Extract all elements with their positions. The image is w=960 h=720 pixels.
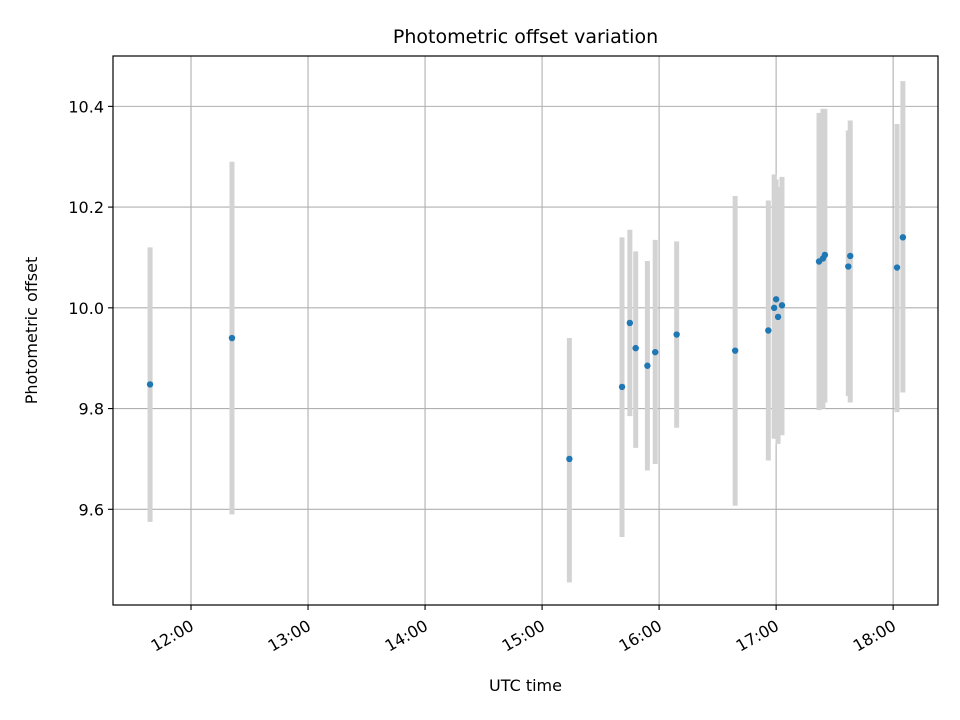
data-point <box>731 347 739 354</box>
y-tick-label: 9.6 <box>79 500 104 519</box>
data-point <box>778 302 786 309</box>
data-point <box>770 304 778 312</box>
data-point <box>774 313 782 321</box>
data-point <box>765 327 772 334</box>
data-point <box>772 296 780 303</box>
data-point <box>845 263 852 270</box>
data-point <box>899 234 907 241</box>
data-point <box>228 334 236 342</box>
y-tick-label: 9.8 <box>79 400 104 419</box>
data-point <box>644 362 651 369</box>
data-point <box>673 331 680 338</box>
data-point <box>821 251 829 259</box>
data-point <box>893 264 901 271</box>
data-point <box>618 383 626 391</box>
x-axis-label: UTC time <box>489 676 562 695</box>
data-point <box>566 455 573 463</box>
data-point <box>651 348 659 356</box>
y-tick-label: 10.2 <box>68 198 104 217</box>
data-points <box>146 234 907 463</box>
data-point <box>626 319 634 327</box>
plot-frame <box>112 55 939 606</box>
chart-title: Photometric offset variation <box>393 26 658 48</box>
y-axis-label: Photometric offset <box>22 257 41 405</box>
y-tick-label: 10.0 <box>68 299 104 318</box>
data-point <box>847 252 854 260</box>
data-point <box>632 344 639 352</box>
y-tick-label: 10.4 <box>68 97 104 116</box>
data-point <box>146 381 154 388</box>
